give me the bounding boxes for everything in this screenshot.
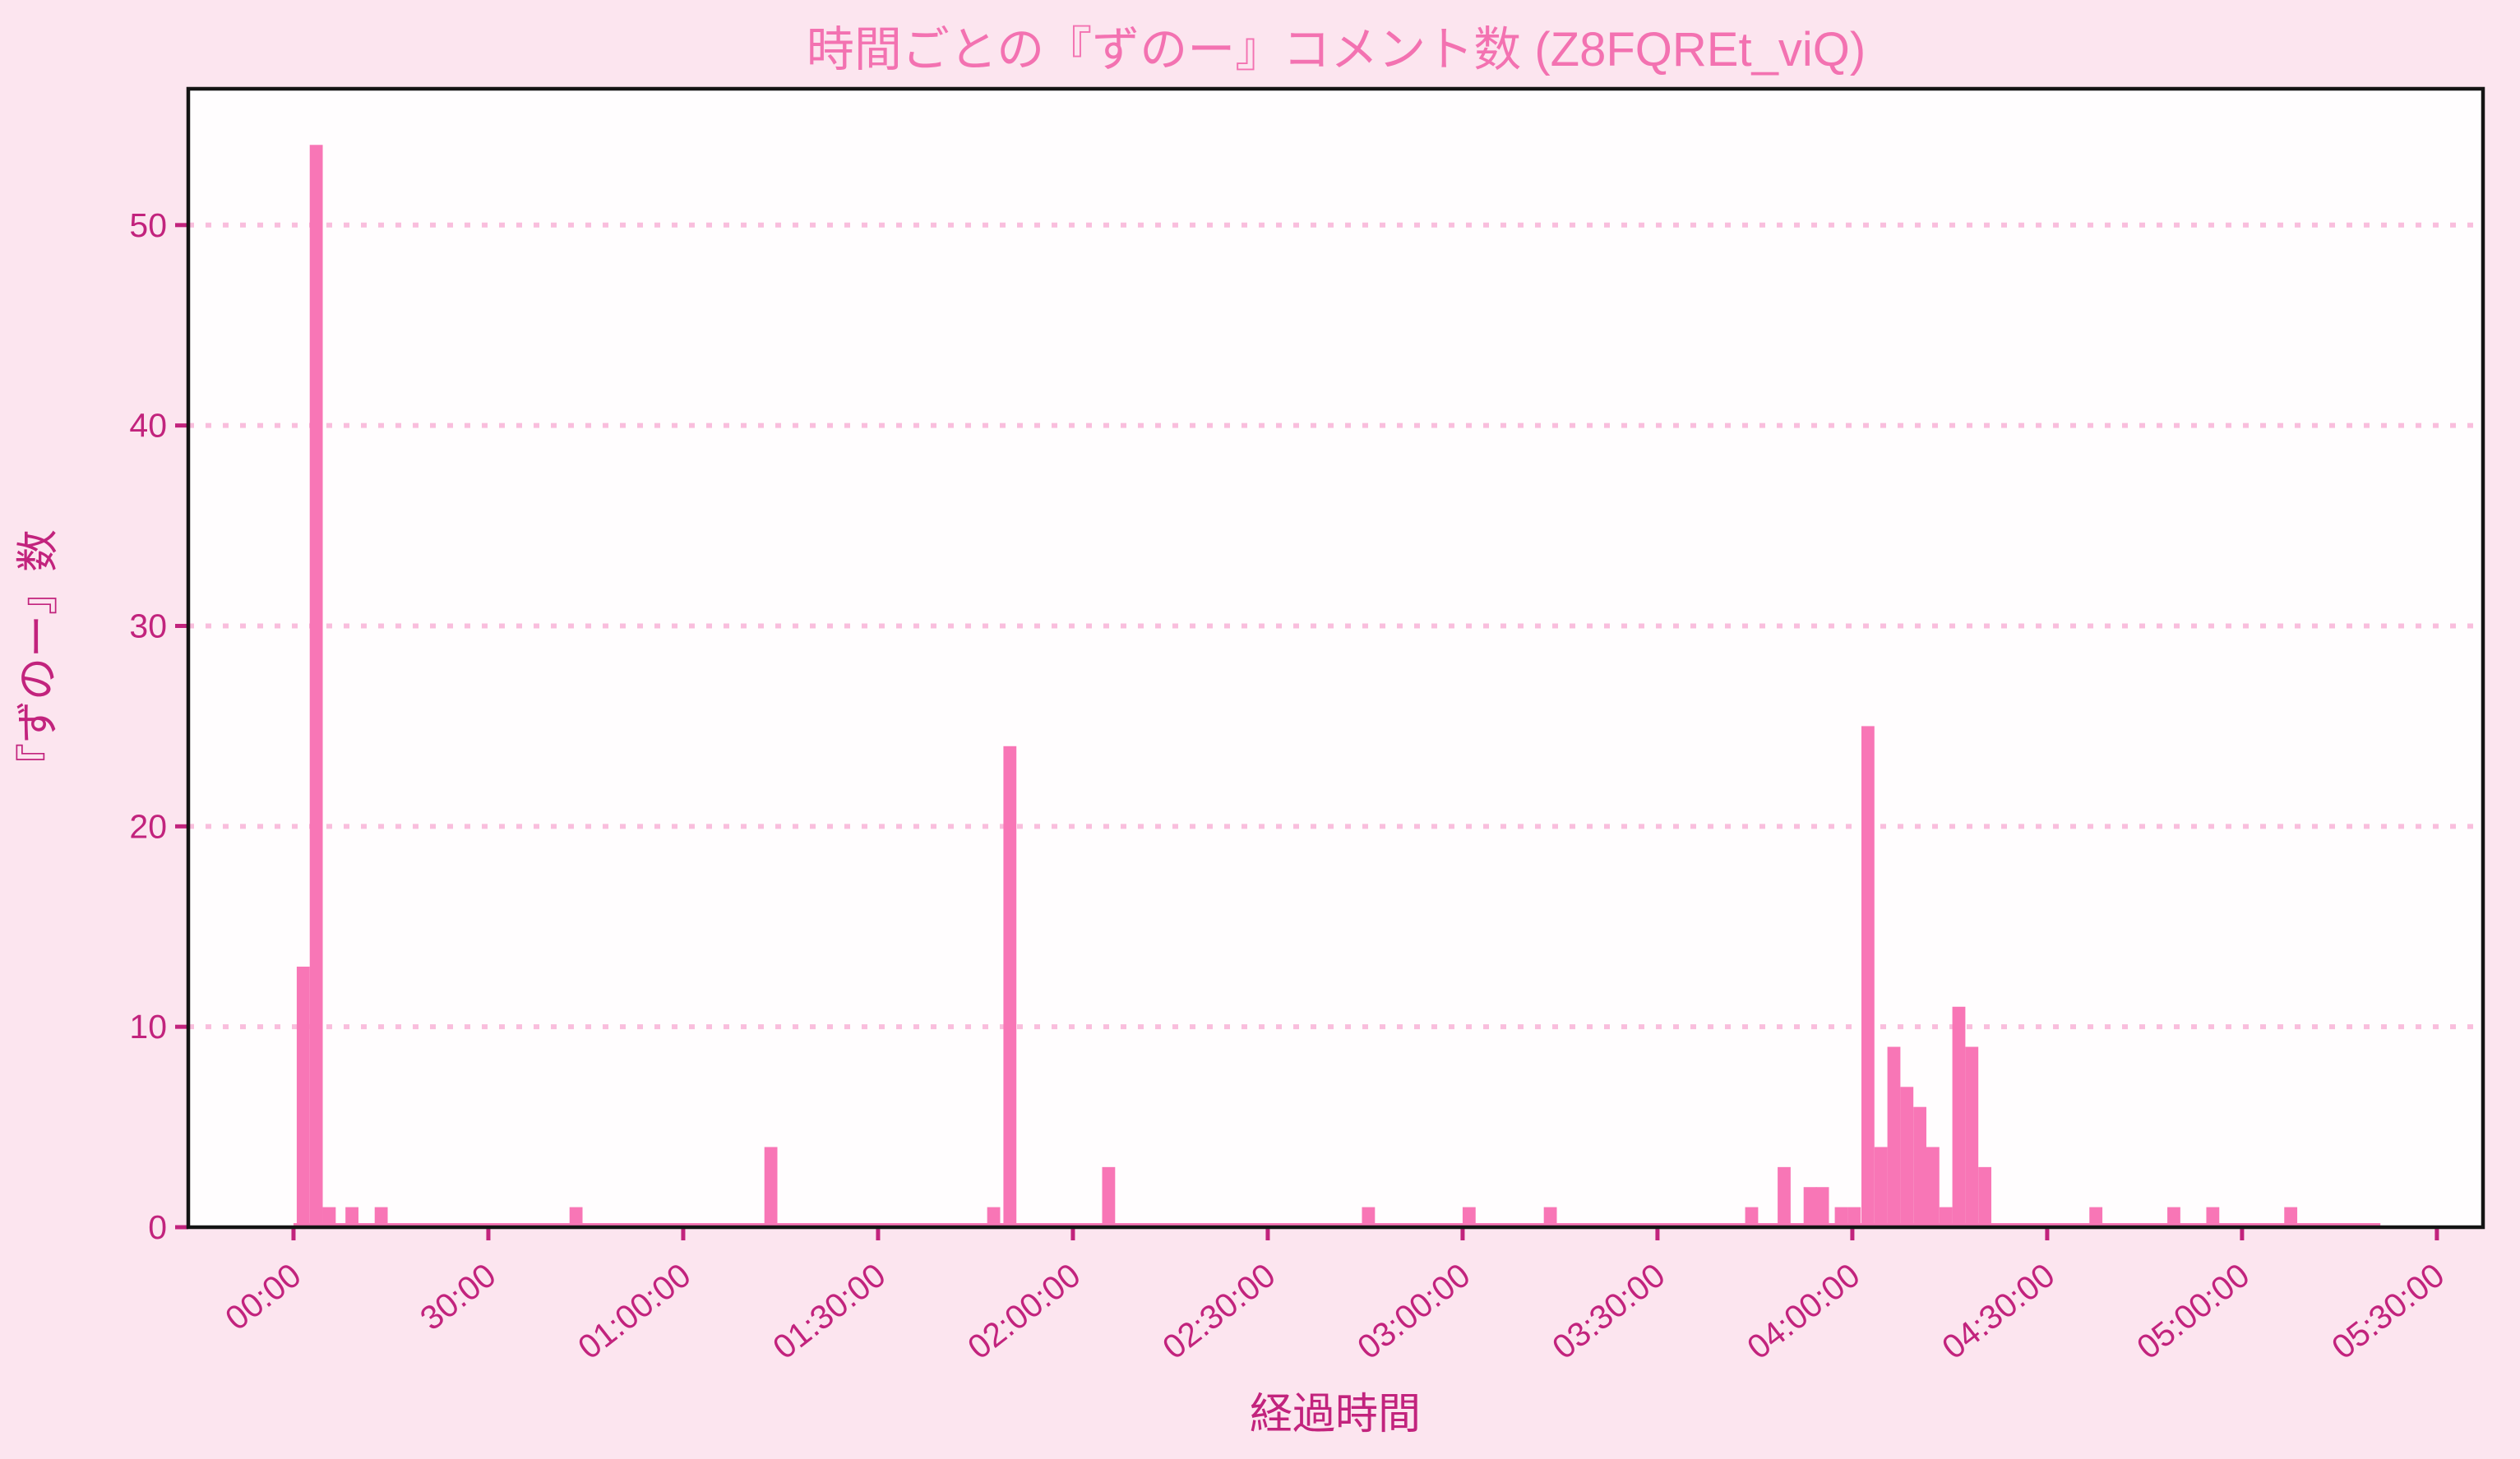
y-tick-label-40: 40 (129, 407, 167, 445)
y-axis-label: 『ずのー』数 (15, 529, 62, 786)
bar-12.5min-count-1 (374, 1207, 388, 1227)
bar-249.4min-count-6 (1913, 1106, 1926, 1227)
bar-237.3min-count-1 (1834, 1207, 1848, 1227)
bar-106.8min-count-1 (987, 1207, 1001, 1227)
bar-255.4min-count-11 (1952, 1006, 1966, 1227)
bar-306.5min-count-1 (2284, 1207, 2298, 1227)
x-tick-label-01:30:00: 01:30:00 (765, 1256, 892, 1367)
bar-276.5min-count-1 (2089, 1207, 2103, 1227)
bars (293, 145, 2381, 1227)
bar-223.5min-count-1 (1745, 1207, 1759, 1227)
bar-259.4min-count-3 (1978, 1166, 1991, 1227)
bar-243.4min-count-4 (1874, 1147, 1888, 1227)
bar-180min-count-1 (1462, 1207, 1476, 1227)
x-tick-label-04:00:00: 04:00:00 (1740, 1256, 1866, 1367)
y-tick-label-50: 50 (129, 206, 167, 244)
x-tick-label-05:00:00: 05:00:00 (2129, 1256, 2256, 1367)
zero-baseline (293, 1223, 2381, 1227)
bar-192.5min-count-1 (1543, 1207, 1557, 1227)
bar-245.4min-count-9 (1887, 1046, 1901, 1227)
bar-8min-count-1 (345, 1207, 358, 1227)
bar-247.4min-count-7 (1900, 1087, 1914, 1227)
bar-4.5min-count-1 (322, 1207, 336, 1227)
bar-294.5min-count-1 (2206, 1207, 2220, 1227)
bar-239.3min-count-1 (1847, 1207, 1861, 1227)
bar-42.5min-count-1 (569, 1207, 583, 1227)
x-axis-label: 経過時間 (1250, 1391, 1421, 1438)
plot-border-spines (186, 86, 2485, 1230)
gridlines (188, 222, 2483, 1030)
x-tick-label-03:30:00: 03:30:00 (1545, 1256, 1672, 1367)
bar-109.3min-count-24 (1003, 746, 1017, 1227)
x-tick-label-05:30:00: 05:30:00 (2324, 1256, 2451, 1367)
bar-232.5min-count-2 (1803, 1187, 1817, 1227)
y-tick-label-30: 30 (129, 607, 167, 644)
x-tick-label-03:00:00: 03:00:00 (1350, 1256, 1477, 1367)
x-tick-label-30:00: 30:00 (413, 1256, 502, 1337)
bar-288.5min-count-1 (2167, 1207, 2180, 1227)
bar-72.5min-count-4 (764, 1147, 778, 1227)
bar-251.4min-count-4 (1926, 1147, 1940, 1227)
y-tick-label-10: 10 (129, 1008, 167, 1046)
bar-257.4min-count-9 (1965, 1046, 1979, 1227)
bar-0.5min-count-13 (296, 967, 310, 1227)
chart-title: 時間ごとの『ずのー』コメント数 (Z8FQREt_viQ) (807, 23, 1866, 76)
x-tick-label-02:00:00: 02:00:00 (960, 1256, 1087, 1367)
bar-164.5min-count-1 (1362, 1207, 1376, 1227)
x-tick-label-01:00:00: 01:00:00 (571, 1256, 697, 1367)
bar-228.5min-count-3 (1778, 1166, 1791, 1227)
x-tick-label-04:30:00: 04:30:00 (1935, 1256, 2061, 1367)
x-tick-label-00:00: 00:00 (218, 1256, 307, 1337)
bar-253.4min-count-1 (1939, 1207, 1953, 1227)
bar-241.4min-count-25 (1861, 726, 1875, 1227)
plot-area (188, 89, 2483, 1227)
x-tick-label-02:30:00: 02:30:00 (1155, 1256, 1282, 1367)
y-tick-label-20: 20 (129, 807, 167, 845)
bar-2.5min-count-54 (309, 145, 323, 1227)
bar-234.4min-count-2 (1815, 1187, 1829, 1227)
bar-124.5min-count-3 (1102, 1166, 1116, 1227)
y-tick-label-0: 0 (148, 1208, 167, 1246)
